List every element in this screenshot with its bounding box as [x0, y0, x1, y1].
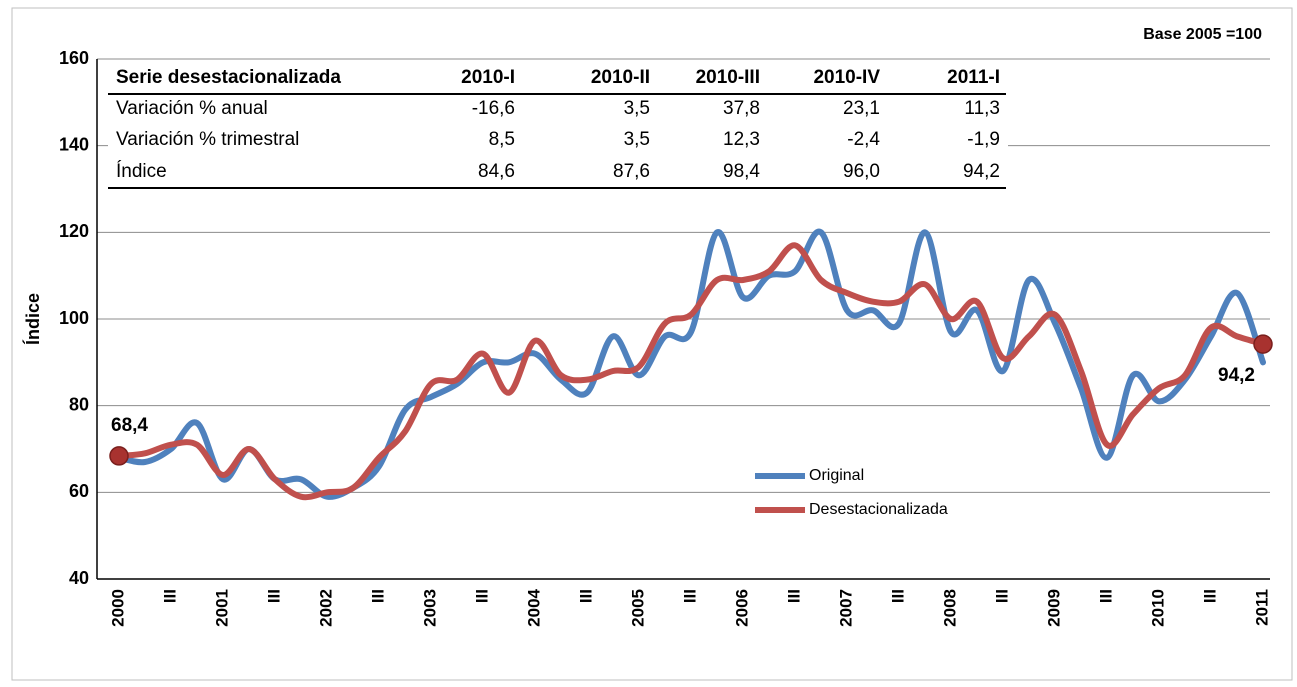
table-background: [108, 62, 1008, 187]
table-cell: -1,9: [967, 129, 1000, 150]
x-tick-label: III: [888, 589, 907, 603]
table-header: 2010-II: [591, 67, 650, 88]
x-tick-label: 2008: [940, 589, 959, 627]
data-label: 94,2: [1218, 365, 1255, 386]
legend-label: Original: [809, 467, 864, 484]
point-marker: [1253, 334, 1273, 354]
x-tick-label: 2003: [420, 589, 439, 627]
table-cell: 3,5: [624, 98, 650, 119]
table-header: 2011-I: [947, 67, 1000, 88]
table-cell: Variación % anual: [116, 98, 268, 119]
table-cell: 11,3: [964, 98, 1000, 119]
x-tick-label: 2011: [1252, 589, 1271, 626]
table-cell: Índice: [116, 161, 167, 182]
table-cell: 12,3: [723, 129, 760, 150]
x-tick-label: 2007: [836, 589, 855, 627]
x-tick-label: III: [992, 589, 1011, 603]
x-tick-label: III: [1200, 589, 1219, 603]
x-tick-label: III: [264, 589, 283, 603]
table-cell: 94,2: [963, 161, 1000, 182]
x-tick-label: 2001: [212, 589, 231, 627]
y-tick-label: 100: [59, 308, 89, 328]
x-tick-label: 2005: [628, 589, 647, 627]
y-axis-label: Índice: [22, 293, 43, 345]
y-tick-label: 140: [59, 134, 89, 154]
x-tick-label: III: [784, 589, 803, 603]
y-tick-label: 60: [69, 481, 89, 501]
subtitle: Base 2005 =100: [1143, 26, 1262, 43]
series-line: [116, 242, 1266, 501]
y-tick-label: 40: [69, 568, 89, 588]
x-tick-label: III: [472, 589, 491, 603]
summary-table: Serie desestacionalizada 2010-I 2010-II 201…: [108, 62, 1008, 189]
y-tick-label: 80: [69, 394, 89, 414]
table-cell: 84,6: [478, 161, 515, 182]
data-label: 68,4: [111, 415, 148, 436]
x-tick-label: 2009: [1044, 589, 1063, 627]
x-tick-label: III: [160, 589, 179, 603]
x-tick-label: III: [1096, 589, 1115, 603]
table-cell: 3,5: [624, 129, 650, 150]
table-header: Serie desestacionalizada: [116, 67, 341, 88]
x-tick-label: 2006: [732, 589, 751, 627]
x-tick-label: 2010: [1148, 589, 1167, 627]
table-header: 2010-IV: [813, 67, 880, 88]
table-cell: Variación % trimestral: [116, 129, 299, 150]
x-tick-label: III: [680, 589, 699, 603]
x-tick-label: 2000: [108, 589, 127, 627]
table-cell: 23,1: [843, 98, 880, 119]
table-cell: 96,0: [843, 161, 880, 182]
y-tick-label: 160: [59, 48, 89, 68]
x-tick-label: 2004: [524, 588, 543, 626]
point-marker: [109, 446, 129, 466]
table-cell: -16,6: [472, 98, 515, 119]
x-tick-label: 2002: [316, 589, 335, 627]
table-header: 2010-I: [461, 67, 515, 88]
table-cell: 98,4: [723, 161, 760, 182]
legend-label: Desestacionalizada: [809, 501, 948, 518]
table-header: 2010-III: [696, 67, 760, 88]
table-cell: 8,5: [489, 129, 515, 150]
table-cell: -2,4: [847, 129, 880, 150]
table-cell: 37,8: [723, 98, 760, 119]
table-cell: 87,6: [613, 161, 650, 182]
x-tick-label: III: [576, 589, 595, 603]
y-tick-label: 120: [59, 221, 89, 241]
x-tick-label: III: [368, 589, 387, 603]
